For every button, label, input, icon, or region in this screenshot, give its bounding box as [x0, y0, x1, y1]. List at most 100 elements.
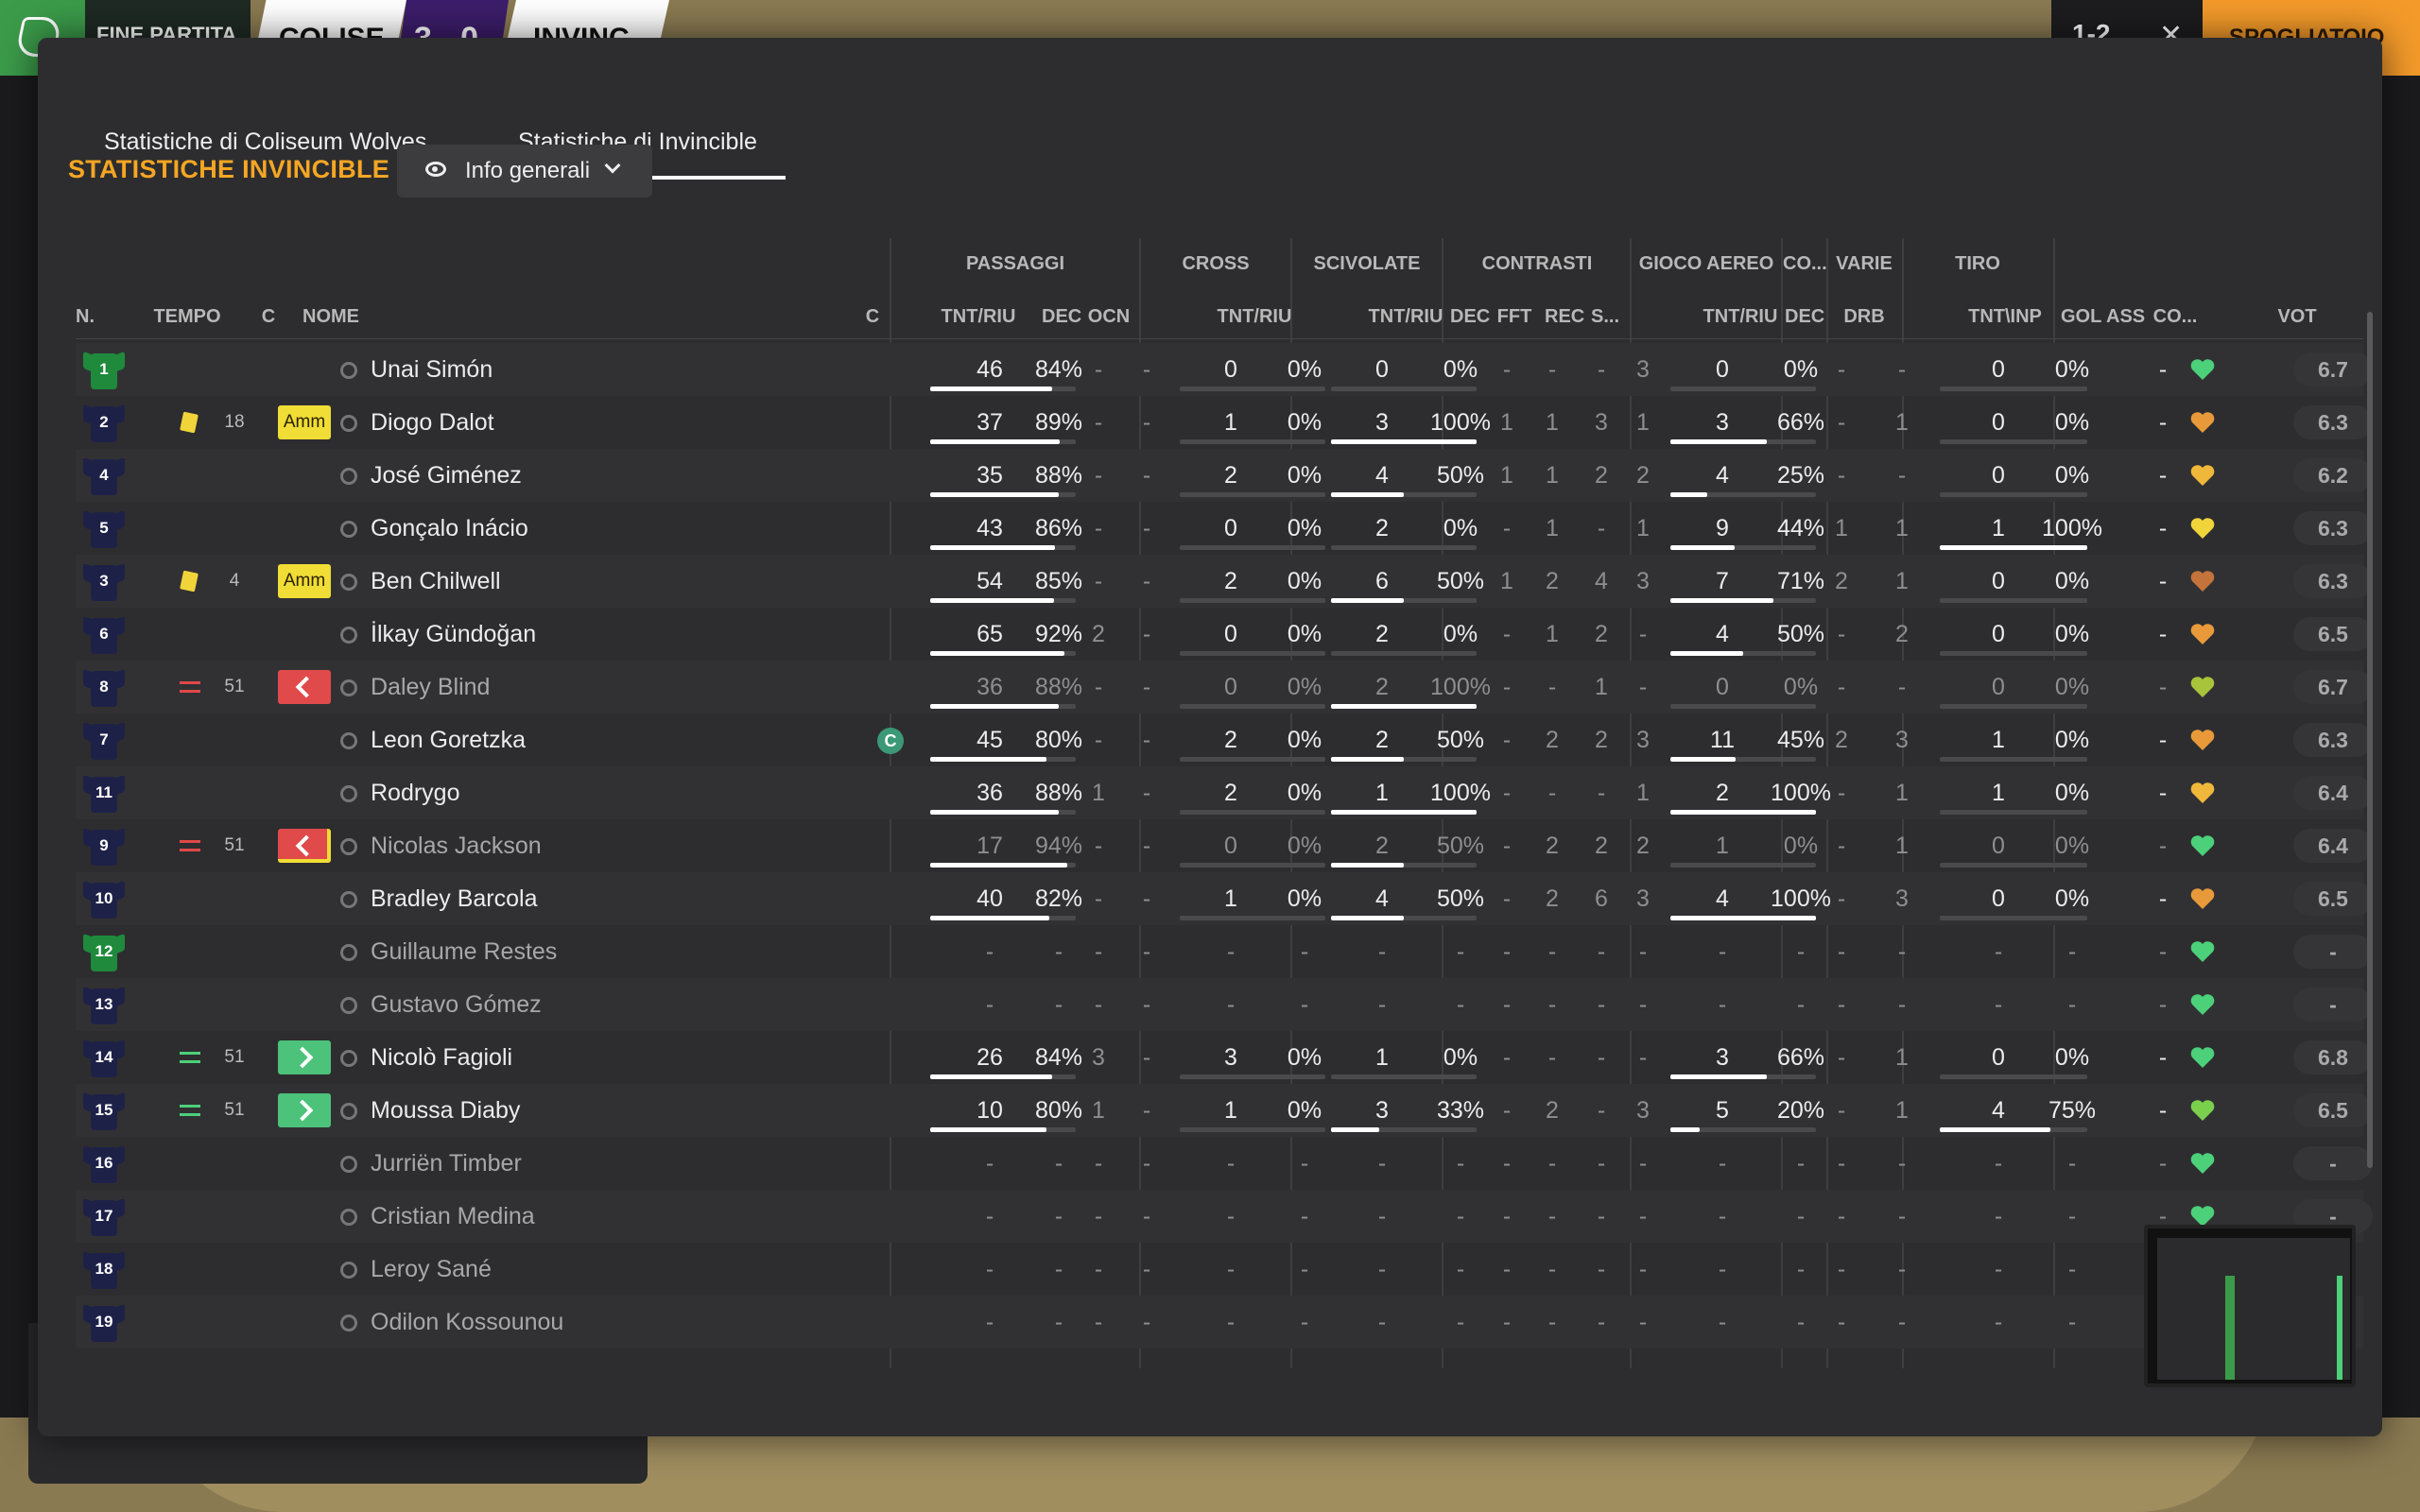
column-header-cond[interactable]: CO...: [2152, 306, 2198, 327]
minimap-bar: [2225, 1276, 2235, 1380]
player-name[interactable]: Leon Goretzka: [340, 713, 526, 766]
condition-heart-icon: [2189, 833, 2216, 858]
ratio-bar-track: [1940, 757, 2087, 762]
shirt-icon: 13: [83, 985, 125, 1026]
table-row[interactable]: 8 51 Daley Blind 36 88% - -0 0% 2 100% - -1-0 0% - -0 0…: [76, 661, 2373, 713]
shirt-number: 5: [99, 519, 109, 537]
subbed-on-badge[interactable]: [278, 1093, 331, 1127]
table-row[interactable]: 12 Guillaume Restes - - - - - - - - - - - - - - - - - - - -: [76, 925, 2373, 978]
table-row[interactable]: 15 51 Moussa Diaby 10 80% 1-1 0% 3 33% -2-3 5 20% -1…: [76, 1084, 2373, 1137]
player-name[interactable]: Moussa Diaby: [340, 1084, 520, 1137]
table-row[interactable]: 10 Bradley Barcola 40 82% - -1 0% 4 50% -2 6 3 4 100%…: [76, 872, 2373, 925]
player-name[interactable]: Gustavo Gómez: [340, 978, 542, 1031]
table-row[interactable]: 13 Gustavo Gómez - - - - - - - - - - - - - - - - - - - -: [76, 978, 2373, 1031]
captain-badge: C: [877, 728, 904, 754]
table-row[interactable]: 2 18 Amm Diogo Dalot 37 89% - -1 0% 3 100% 1 1 3 1 3 66%…: [76, 396, 2373, 449]
player-name[interactable]: Diogo Dalot: [340, 396, 494, 449]
vertical-scrollbar[interactable]: [2367, 312, 2373, 1168]
player-name[interactable]: José Giménez: [340, 449, 522, 502]
column-header-tempo[interactable]: TEMPO: [153, 306, 221, 327]
table-row[interactable]: 5 Gonçalo Inácio 43 86% - -0 0% 2 0% -1-1 9 44% 1 1 1 1…: [76, 502, 2373, 555]
column-header-aereo-tnt[interactable]: TNT/RIU: [1703, 306, 1778, 327]
stat-pdec: -: [1094, 1203, 1103, 1229]
minimap-bar: [2337, 1276, 2342, 1380]
ratio-bar: [1670, 1074, 1767, 1079]
event-minute: 51: [224, 835, 245, 855]
stat-k3: -: [1597, 515, 1606, 541]
stat-k2: -: [1547, 780, 1557, 806]
player-name[interactable]: Ben Chilwell: [340, 555, 501, 608]
table-row[interactable]: 4 José Giménez 35 88% - -2 0% 4 50% 1 1 2 2 4 25% - -0 0%…: [76, 449, 2373, 502]
column-header-pass-dec[interactable]: DEC: [1042, 306, 1082, 327]
player-name[interactable]: Bradley Barcola: [340, 872, 537, 925]
player-name[interactable]: Daley Blind: [340, 661, 490, 713]
table-row[interactable]: 9 51 Nicolas Jackson 17 94% - -0 0% 2 50% -2 2 2 1 0% -…: [76, 819, 2373, 872]
column-header-tiro-tnt[interactable]: TNT\INP: [1968, 306, 2042, 327]
table-row[interactable]: 14 51 Nicolò Fagioli 26 84% 3-3 0% 1 0% - - - -3 66% -…: [76, 1031, 2373, 1084]
view-dropdown[interactable]: Info generali: [397, 145, 652, 198]
column-header-sciv-tnt[interactable]: TNT/RIU: [1368, 306, 1443, 327]
column-header-pass-tnt[interactable]: TNT/RIU: [941, 306, 1016, 327]
player-name[interactable]: Nicolas Jackson: [340, 819, 542, 872]
stat-pocn: -: [1142, 515, 1151, 541]
shirt-number: 16: [95, 1154, 113, 1172]
column-header-nome[interactable]: NOME: [302, 306, 359, 327]
player-name[interactable]: Gonçalo Inácio: [340, 502, 528, 555]
table-row[interactable]: 3 4 Amm Ben Chilwell 54 85% - -2 0% 6 50% 1 2 4 3 7 71% 2…: [76, 555, 2373, 608]
player-name[interactable]: Odilon Kossounou: [340, 1296, 563, 1349]
subbed-off-badge[interactable]: [278, 670, 331, 704]
sub-out-icon: [178, 836, 204, 855]
table-row[interactable]: 6 İlkay Gündoğan 65 92% 2-0 0% 2 0% -1 2-4 50% -2 0 0…: [76, 608, 2373, 661]
player-name[interactable]: Leroy Sané: [340, 1243, 492, 1296]
stat-a2: -: [1796, 991, 1806, 1018]
screen-minimap[interactable]: [2144, 1225, 2356, 1387]
player-name[interactable]: Nicolò Fagioli: [340, 1031, 512, 1084]
player-name[interactable]: Cristian Medina: [340, 1190, 535, 1243]
player-name[interactable]: Unai Simón: [340, 343, 493, 396]
stat-k4: -: [1638, 1256, 1648, 1282]
table-row[interactable]: 7 Leon Goretzka C 45 80% - -2 0% 2 50% -2 2 3 11 45% 2 3…: [76, 713, 2373, 766]
column-header-con-rec[interactable]: REC: [1545, 306, 1585, 327]
subbed-off-badge[interactable]: [278, 829, 331, 863]
stat-t1: 4: [1992, 1097, 2005, 1124]
tab-coliseum-wolves[interactable]: Statistiche di Coliseum Wolves: [104, 129, 427, 155]
column-header-vot[interactable]: VOT: [2277, 306, 2317, 327]
column-header-con-s[interactable]: S...: [1590, 306, 1619, 327]
column-header-ass[interactable]: ASS: [2106, 306, 2146, 327]
ratio-bar-track: [1180, 810, 1325, 815]
event-minute: [216, 872, 253, 925]
column-header-varie-drb[interactable]: DRB: [1843, 306, 1885, 327]
table-row[interactable]: 17 Cristian Medina - - - - - - - - - - - - - - - - - - - -: [76, 1190, 2373, 1243]
stat-pdec: -: [1094, 1309, 1103, 1335]
stat-p1: 65: [977, 621, 1003, 647]
column-header-con-dec[interactable]: DEC: [1450, 306, 1491, 327]
column-header-cross-tnt[interactable]: TNT/RIU: [1217, 306, 1292, 327]
column-header-c[interactable]: C: [261, 306, 276, 327]
stat-drb: -: [1897, 1309, 1907, 1335]
stat-c1: 3: [1224, 1044, 1237, 1071]
player-name[interactable]: İlkay Gündoğan: [340, 608, 536, 661]
subbed-on-badge[interactable]: [278, 1040, 331, 1074]
column-header-con-fft[interactable]: FFT: [1496, 306, 1532, 327]
player-name[interactable]: Jurriën Timber: [340, 1137, 522, 1190]
stat-gol: [2099, 1137, 2136, 1190]
player-rating: 6.3: [2293, 723, 2373, 757]
stat-k4: 1: [1636, 780, 1650, 806]
table-row[interactable]: 16 Jurriën Timber - - - - - - - - - - - - - - - - - - - -: [76, 1137, 2373, 1190]
stat-gol: [2099, 872, 2136, 925]
player-name[interactable]: Guillaume Restes: [340, 925, 557, 978]
column-header-pass-ocn[interactable]: OCN: [1087, 306, 1131, 327]
booked-badge[interactable]: Amm: [278, 564, 331, 598]
stat-p2: 89%: [1034, 409, 1083, 436]
booked-badge[interactable]: Amm: [278, 405, 331, 439]
column-header-n[interactable]: N.: [76, 306, 95, 327]
column-header-gol[interactable]: GOL: [2061, 306, 2102, 327]
column-header-c2[interactable]: C: [865, 306, 880, 327]
player-name[interactable]: Rodrygo: [340, 766, 460, 819]
table-row[interactable]: 1 Unai Simón 46 84% - -0 0% 0 0% - - -3 0 0% - -0 0% -6.7: [76, 343, 2373, 396]
stat-t1: -: [1994, 991, 2003, 1018]
column-header-co-dec[interactable]: DEC: [1785, 306, 1825, 327]
table-row[interactable]: 11 Rodrygo 36 88% 1-2 0% 1 100% - - -1 2 100% -1 1 0% -6…: [76, 766, 2373, 819]
